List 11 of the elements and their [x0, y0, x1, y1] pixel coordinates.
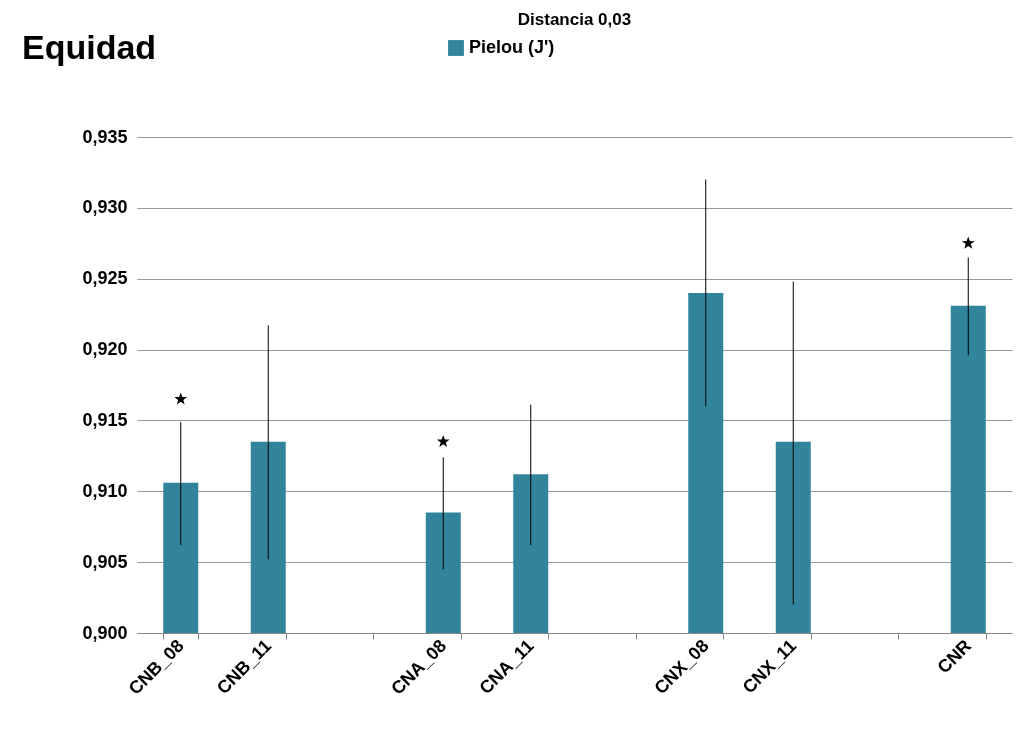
y-tick-label: 0,915: [82, 409, 128, 430]
y-tick-label: 0,925: [82, 268, 128, 289]
chart-title: Equidad: [22, 28, 157, 67]
legend-label: Pielou (J'): [469, 37, 555, 57]
y-tick-label: 0,905: [82, 551, 128, 572]
y-tick-label: 0,920: [82, 339, 128, 360]
y-tick-label: 0,930: [82, 197, 128, 218]
y-tick-label: 0,935: [82, 126, 128, 147]
y-tick-label: 0,910: [82, 480, 128, 501]
chart-subtitle: Distancia 0,03: [517, 10, 632, 29]
y-tick-label: 0,900: [82, 622, 128, 643]
